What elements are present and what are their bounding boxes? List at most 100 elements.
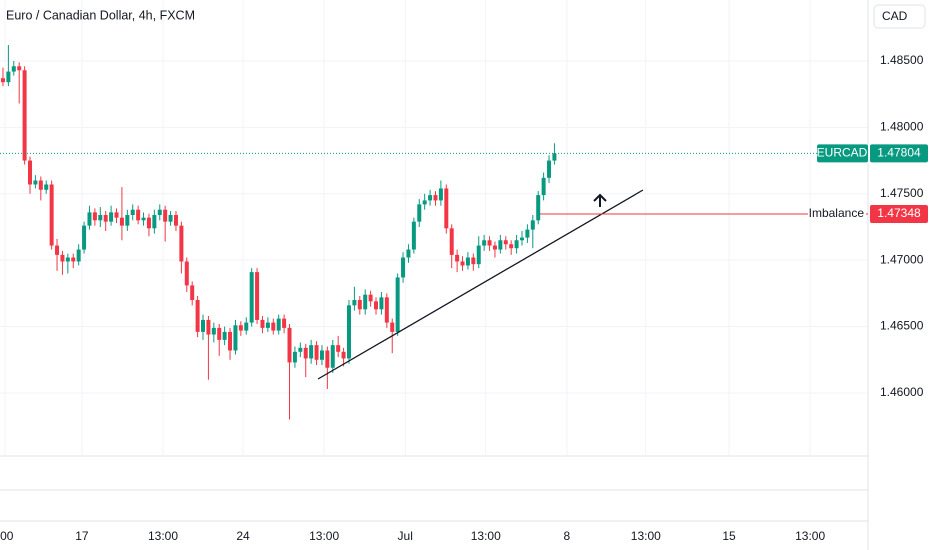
candle-body [146,217,151,229]
candle-body [509,244,514,249]
candle-body [460,261,465,266]
symbol-label-box [817,144,868,163]
x-tick-label: Jul [398,529,413,543]
candle-body [244,322,249,331]
candles [0,45,557,420]
candle-body [471,257,476,265]
candle-body [368,294,373,302]
candle-body [330,345,335,368]
candle-body [449,228,454,255]
candle-body [28,160,33,185]
last-price-label: 1.47804 [877,146,921,160]
currency-label: CAD [882,9,908,23]
candle-body [428,195,433,201]
candle-body [0,78,5,83]
candle-body [184,261,189,286]
candle-body [44,184,49,190]
candle-body [498,240,503,250]
candle-body [92,212,97,221]
x-tick-label: 24 [236,529,250,543]
candle-body [271,322,276,331]
candle-body [346,305,351,359]
candle-body [136,209,141,221]
candle-body [395,277,400,332]
y-tick-label: 1.48500 [880,53,924,67]
candle-body [114,212,119,218]
x-tick-label: 13:00 [631,529,661,543]
candle-body [103,215,108,222]
candle-body [119,217,124,226]
candle-body [541,177,546,196]
x-tick-label: 13:00 [148,529,178,543]
candle-body [82,225,87,250]
candle-body [249,272,254,323]
candle-body [287,327,292,363]
candle-body [33,180,38,185]
x-tick-label: 8 [564,529,571,543]
candle-body [255,272,260,320]
candle-body [487,240,492,246]
last-price-box [870,144,928,163]
candle-body [173,215,178,226]
candle-body [319,350,324,360]
candle-body [530,220,535,230]
candle-body [49,184,54,246]
grid [0,0,868,455]
candle-body [309,345,314,359]
candle-body [98,215,103,221]
symbol-label: EURCAD [817,146,868,160]
candle-body [38,180,43,190]
candle-body [6,71,11,83]
candle-body [87,212,92,226]
candle-body [125,215,130,226]
candle-body [206,319,211,335]
candle-body [238,325,243,331]
candle-body [265,322,270,328]
candle-body [109,212,114,222]
candle-body [482,240,487,246]
y-tick-label: 1.47000 [880,252,924,266]
candle-body [157,209,162,216]
x-tick-label: 17 [75,529,89,543]
candle-body [406,249,411,258]
candle-body [65,257,70,262]
candle-body [303,347,308,359]
candle-body [363,294,368,310]
candle-body [374,301,379,310]
candle-body [201,319,206,332]
candle-body [314,345,319,360]
candle-body [455,254,460,262]
x-tick-label: 13:00 [471,529,501,543]
candle-body [444,188,449,229]
candle-body [519,237,524,241]
candle-body [163,209,168,222]
candle-body [525,229,530,238]
x-tick-label: :00 [0,529,14,543]
candle-body [233,325,238,351]
candle-body [401,257,406,278]
candle-body [17,66,22,71]
candle-body [514,240,519,249]
candle-body [341,351,346,359]
candle-body [228,331,233,351]
y-tick-label: 1.46500 [880,319,924,333]
candle-body [152,215,157,229]
candle-body [195,300,200,332]
candle-body [71,257,76,262]
currency-button[interactable] [873,4,926,29]
candle-body [130,209,135,216]
candle-body [292,351,297,363]
candle-body [465,257,470,266]
candle-body [552,153,557,161]
candle-body [384,297,389,323]
candle-body [438,188,443,201]
candle-body [433,195,438,201]
candle-body [141,217,146,221]
candle-body [390,322,395,332]
candle-body [22,70,27,161]
y-tick-label: 1.46000 [880,385,924,399]
candle-body [379,297,384,310]
y-tick-label: 1.48000 [880,120,924,134]
